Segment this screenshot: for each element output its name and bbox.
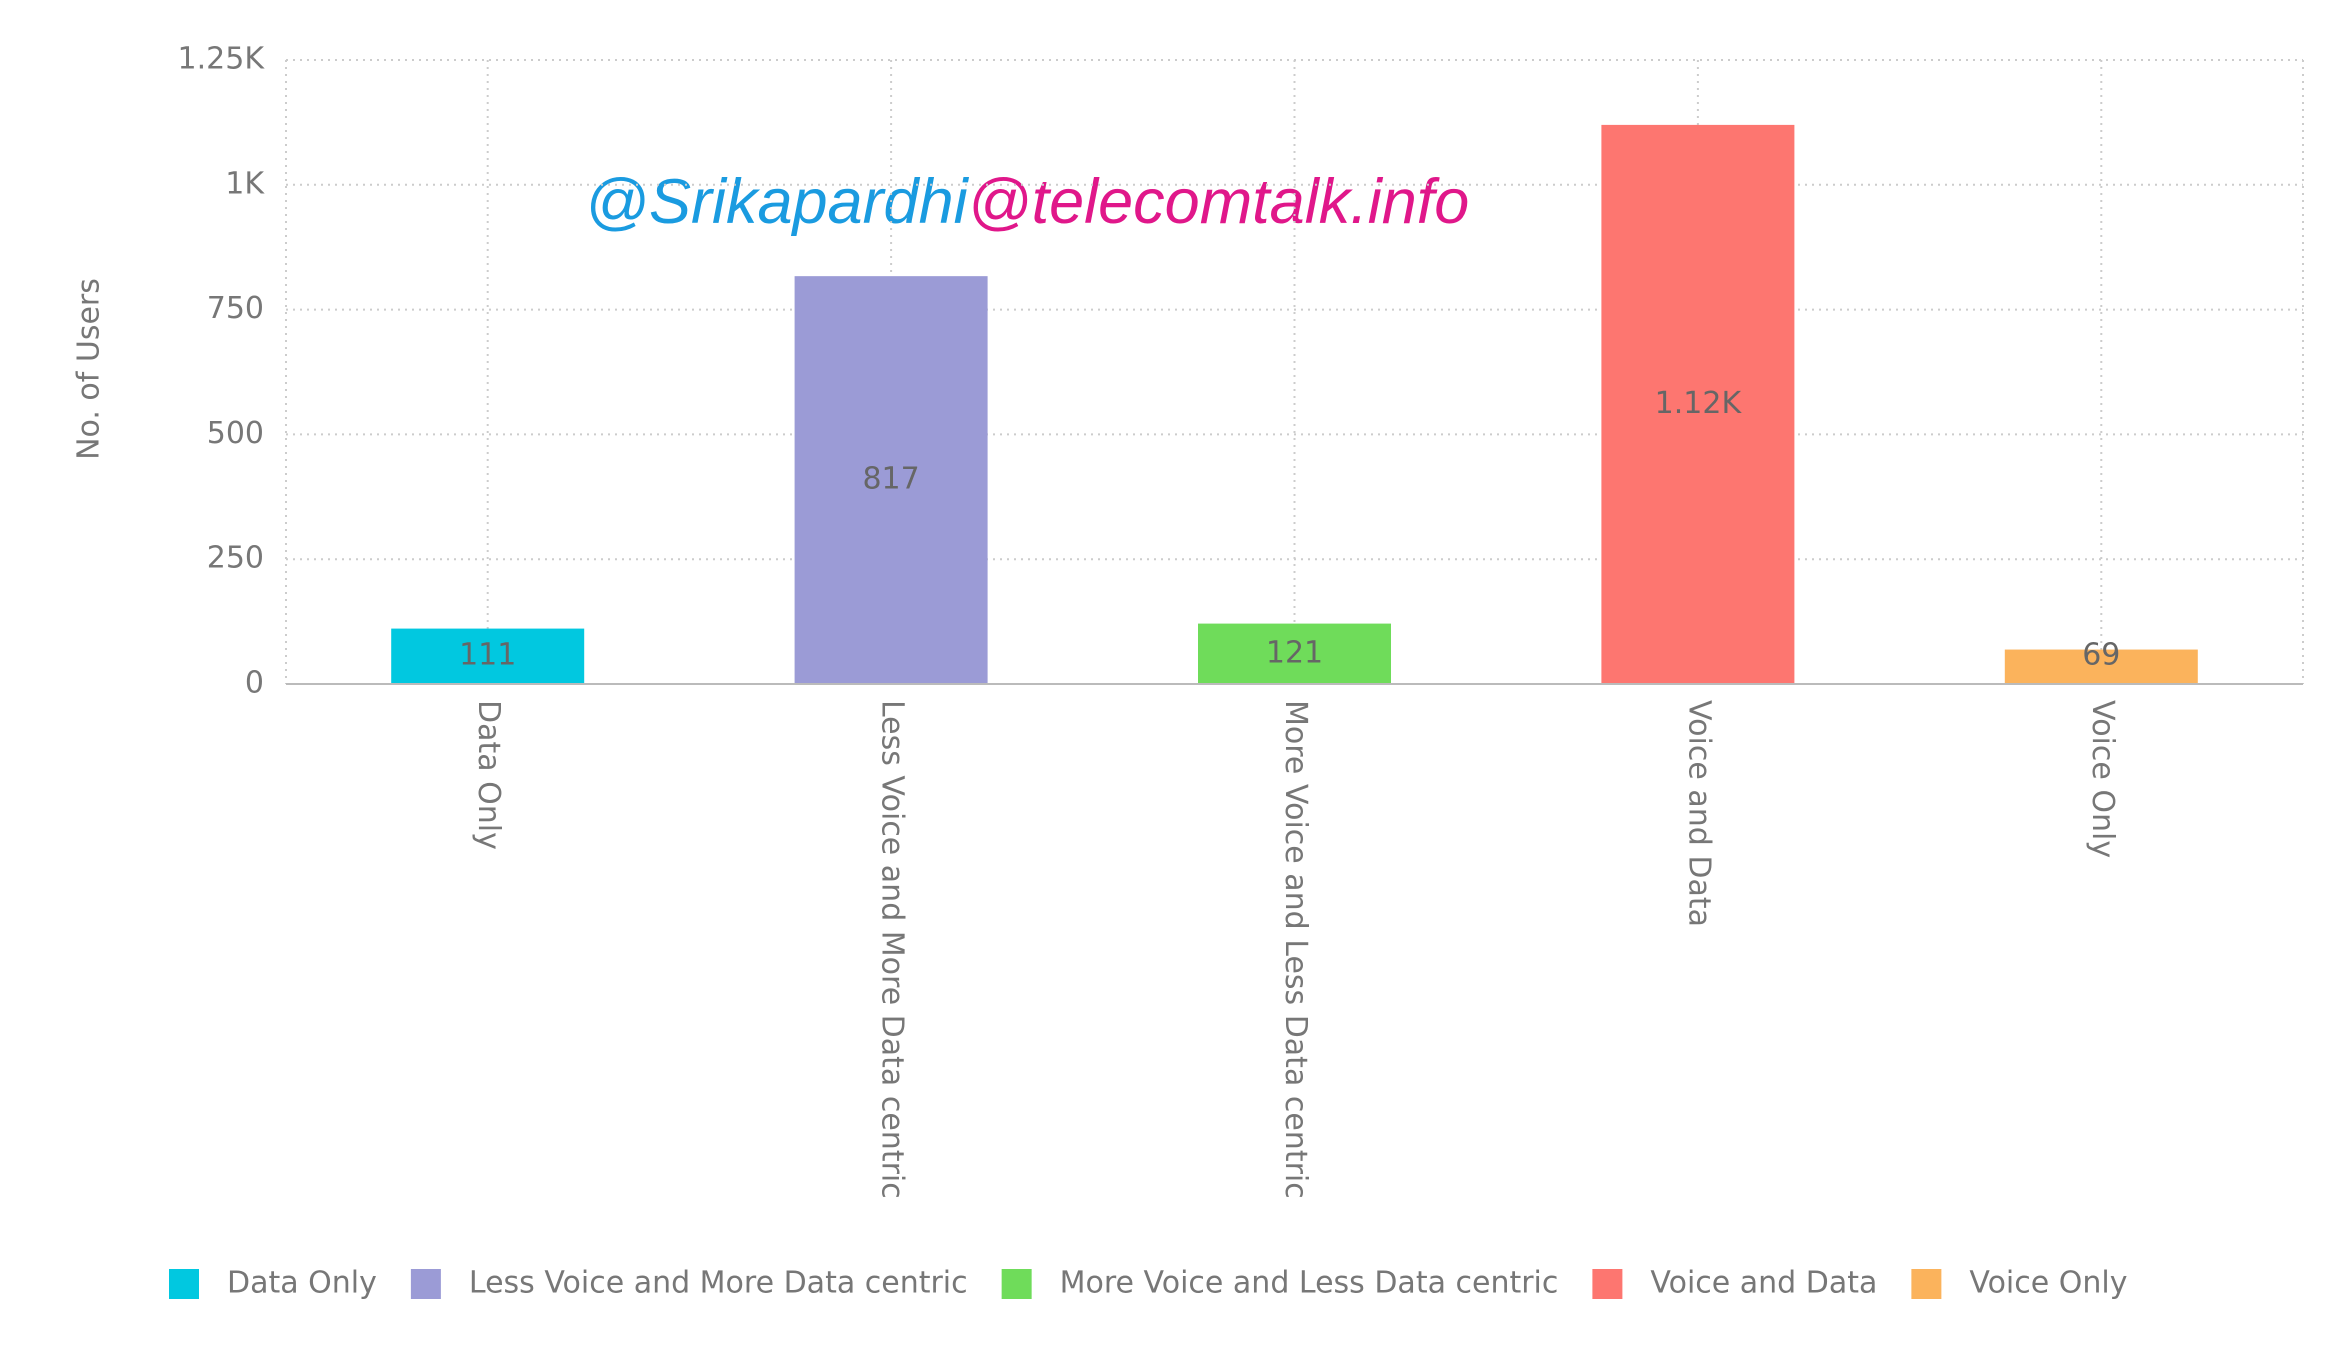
y-tick-label: 750 [207, 291, 264, 326]
data-label: 69 [2082, 638, 2120, 673]
legend-label: Voice Only [1969, 1266, 2127, 1301]
x-tick-label: Data Only [471, 700, 506, 850]
legend-label: Voice and Data [1650, 1266, 1877, 1301]
legend-label: Less Voice and More Data centric [469, 1266, 968, 1301]
bar [1198, 623, 1391, 684]
x-tick-label: More Voice and Less Data centric [1278, 700, 1313, 1199]
bar [391, 628, 585, 684]
watermark-part: @Srikapardhi [585, 167, 970, 237]
data-label: 817 [862, 462, 919, 497]
grid [285, 59, 2304, 684]
y-tick-label: 1K [225, 166, 265, 201]
legend-swatch [1592, 1269, 1623, 1299]
y-axis-title: No. of Users [72, 278, 107, 460]
data-label: 1.12K [1655, 386, 1743, 421]
legend-swatch [410, 1269, 441, 1299]
y-tick-label: 0 [245, 666, 264, 701]
x-tick-label: Less Voice and More Data centric [875, 700, 910, 1199]
watermark-part: @telecomtalk.info [968, 167, 1470, 237]
legend-swatch [1001, 1269, 1032, 1299]
y-tick-label: 500 [207, 416, 264, 451]
y-tick-label: 1.25K [178, 42, 266, 77]
data-label: 111 [459, 638, 516, 673]
x-tick-label: Voice and Data [1681, 700, 1716, 927]
data-label: 121 [1266, 635, 1323, 670]
x-tick-label: Voice Only [2085, 700, 2120, 858]
legend-label: More Voice and Less Data centric [1060, 1266, 1559, 1301]
legend-swatch [169, 1269, 199, 1299]
bar [2004, 649, 2198, 684]
legend-label: Data Only [227, 1266, 377, 1301]
bar [794, 276, 988, 684]
watermark: @Srikapardhi@telecomtalk.info [585, 167, 1469, 237]
bar [1601, 124, 1795, 684]
legend-swatch [1911, 1269, 1942, 1299]
y-tick-label: 250 [207, 541, 264, 576]
